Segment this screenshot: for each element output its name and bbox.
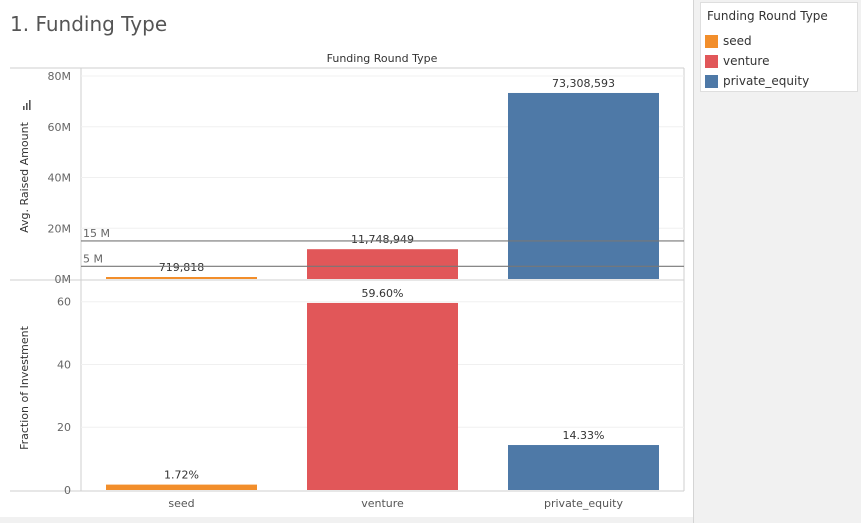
bar-pane1-venture xyxy=(307,249,458,279)
column-header: Funding Round Type xyxy=(327,52,438,65)
x-tick-label-venture: venture xyxy=(361,497,404,510)
bar-pane2-private-equity xyxy=(508,445,659,490)
color-legend[interactable]: Funding Round Type seed venture private_… xyxy=(700,2,858,92)
worksheet xyxy=(693,0,694,523)
value-label-pane2-private-equity: 14.33% xyxy=(563,429,605,442)
y-tick-label-pane2-1: 20 xyxy=(57,421,71,434)
x-tick-label-seed: seed xyxy=(168,497,194,510)
legend-title: Funding Round Type xyxy=(707,9,828,23)
bar-pane2-seed xyxy=(106,484,257,490)
bar-pane1-seed xyxy=(106,277,257,279)
y-axis-label-pane2: Fraction of Investment xyxy=(18,325,31,449)
y-tick-label-pane1-2: 40M xyxy=(48,172,72,185)
sort-bar-icon[interactable] xyxy=(23,100,31,110)
legend-swatch-venture xyxy=(705,55,718,68)
x-tick-label-private-equity: private_equity xyxy=(544,497,623,510)
y-axis-label-pane1: Avg. Raised Amount xyxy=(18,121,31,232)
legend-swatch-seed xyxy=(705,35,718,48)
y-tick-label-pane1-0: 0M xyxy=(55,273,72,286)
y-tick-label-pane2-3: 60 xyxy=(57,296,71,309)
funding-type-chart[interactable]: Funding Round Type 0M 20M 40M 60M 80M Avg. Ra… xyxy=(0,0,693,523)
legend-swatch-private-equity xyxy=(705,75,718,88)
bottom-strip xyxy=(0,517,693,523)
reference-label-5-m: 5 M xyxy=(83,252,103,265)
bar-pane2-venture xyxy=(307,302,458,490)
y-tick-label-pane1-4: 80M xyxy=(48,70,72,83)
dashboard-title: 1. Funding Type xyxy=(10,12,168,36)
value-label-pane2-seed: 1.72% xyxy=(164,469,199,482)
y-tick-label-pane1-1: 20M xyxy=(48,222,72,235)
value-label-pane1-seed: 719,818 xyxy=(159,261,205,274)
y-tick-label-pane2-0: 0 xyxy=(64,484,71,497)
reference-label-15-m: 15 M xyxy=(83,227,110,240)
legend-label-seed: seed xyxy=(723,34,752,48)
value-label-pane1-venture: 11,748,949 xyxy=(351,233,414,246)
value-label-pane2-venture: 59.60% xyxy=(362,287,404,300)
legend-label-venture: venture xyxy=(723,54,770,68)
bar-pane1-private-equity xyxy=(508,92,659,279)
y-tick-label-pane2-2: 40 xyxy=(57,358,71,371)
value-label-pane1-private-equity: 73,308,593 xyxy=(552,77,615,90)
y-tick-label-pane1-3: 60M xyxy=(48,121,72,134)
legend-label-private-equity: private_equity xyxy=(723,74,810,88)
